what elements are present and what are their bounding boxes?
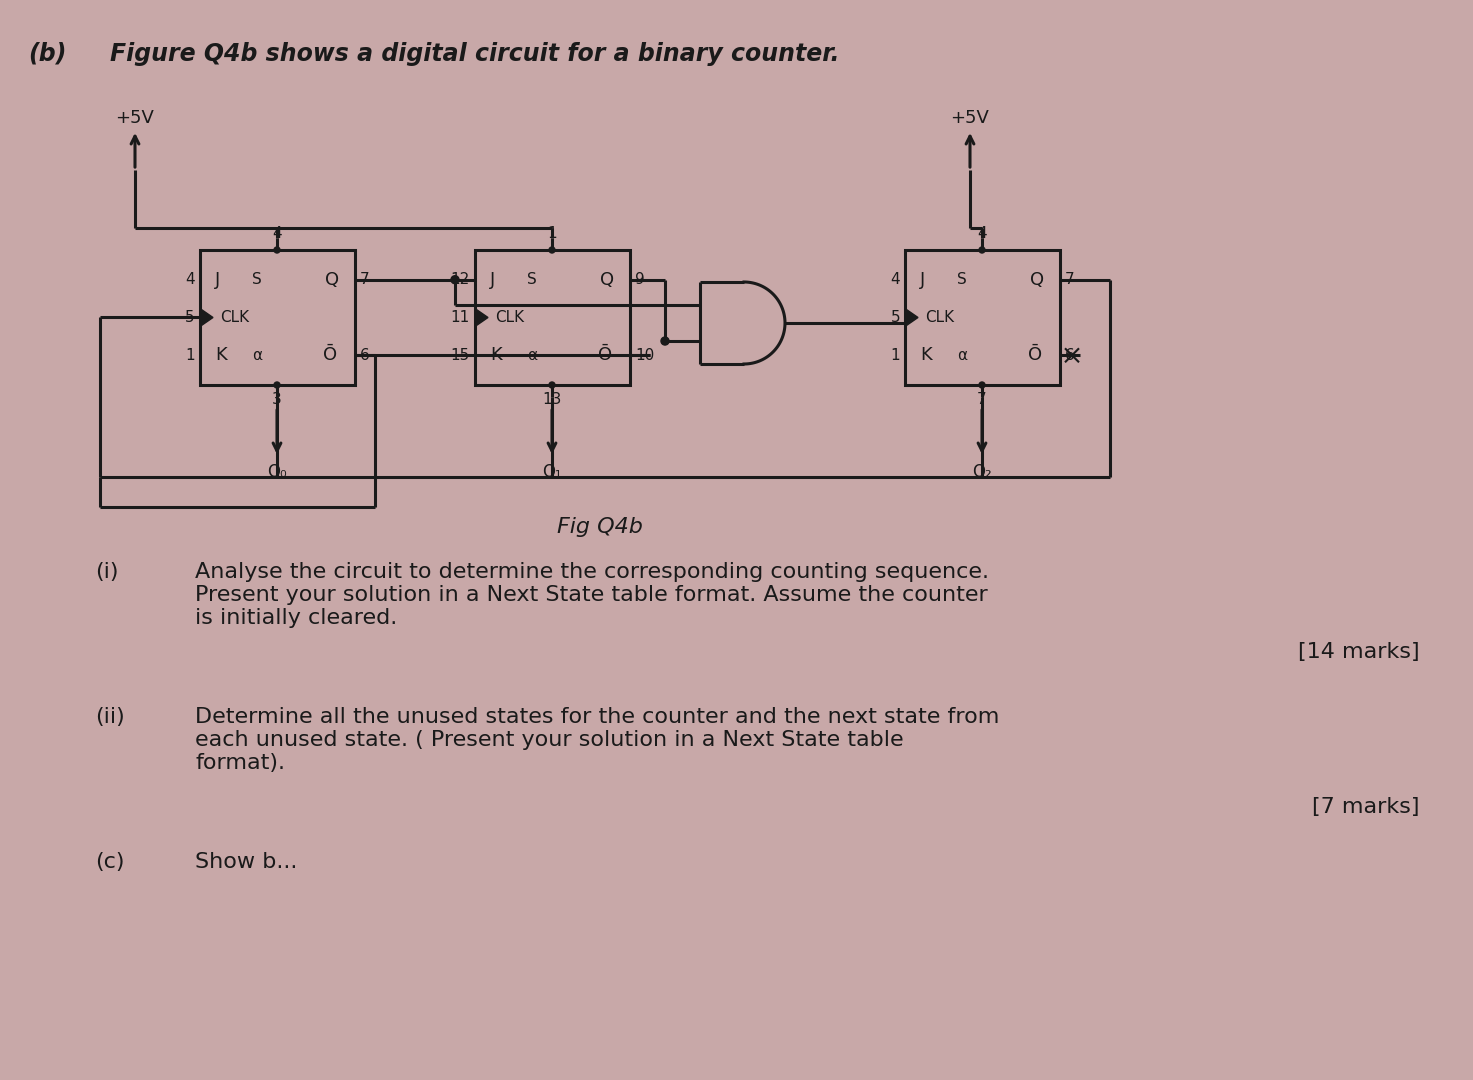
Text: (ii): (ii) [94, 707, 125, 727]
Text: 15: 15 [451, 348, 470, 363]
Text: S: S [527, 272, 536, 287]
Text: 5: 5 [186, 310, 194, 325]
Text: 3: 3 [273, 391, 281, 406]
Text: 1: 1 [546, 227, 557, 242]
Circle shape [661, 337, 669, 345]
Text: +5V: +5V [115, 109, 155, 127]
Text: 5: 5 [890, 310, 900, 325]
Text: 4: 4 [890, 272, 900, 287]
Text: 7: 7 [977, 391, 987, 406]
Text: 7: 7 [359, 272, 370, 287]
Text: [7 marks]: [7 marks] [1312, 797, 1420, 816]
Text: Q: Q [1030, 271, 1044, 288]
Bar [904, 249, 1061, 384]
Text: Q₁: Q₁ [542, 463, 561, 481]
Text: (b): (b) [28, 42, 66, 66]
Text: Show b...: Show b... [194, 852, 298, 872]
Circle shape [549, 382, 555, 388]
Circle shape [451, 275, 460, 284]
Circle shape [274, 247, 280, 253]
Polygon shape [474, 309, 488, 326]
Text: K: K [215, 347, 227, 364]
Text: 1: 1 [890, 348, 900, 363]
Text: Analyse the circuit to determine the corresponding counting sequence.
Present yo: Analyse the circuit to determine the cor… [194, 562, 988, 629]
Text: (i): (i) [94, 562, 118, 582]
Text: Ō: Ō [1028, 347, 1041, 364]
Text: Q: Q [600, 271, 614, 288]
Text: 12: 12 [451, 272, 470, 287]
Text: Ō: Ō [323, 347, 337, 364]
Text: +5V: +5V [950, 109, 990, 127]
Circle shape [980, 247, 985, 253]
Text: CLK: CLK [925, 310, 955, 325]
Text: 4: 4 [273, 227, 281, 242]
Circle shape [274, 382, 280, 388]
Polygon shape [904, 309, 918, 326]
Text: 13: 13 [542, 391, 561, 406]
Text: K: K [491, 347, 502, 364]
Text: S: S [252, 272, 262, 287]
Text: 7: 7 [1065, 272, 1075, 287]
Text: Fig Q4b: Fig Q4b [557, 517, 642, 537]
Text: 11: 11 [451, 310, 470, 325]
Text: J: J [491, 271, 495, 288]
Circle shape [549, 247, 555, 253]
Text: Q₀: Q₀ [267, 463, 287, 481]
Text: 10: 10 [635, 348, 654, 363]
Text: α: α [252, 348, 262, 363]
Text: (c): (c) [94, 852, 125, 872]
Text: Q: Q [326, 271, 339, 288]
Text: Q₂: Q₂ [972, 463, 991, 481]
Bar [474, 249, 630, 384]
Text: J: J [921, 271, 925, 288]
Text: 4: 4 [977, 227, 987, 242]
Text: 6: 6 [359, 348, 370, 363]
Text: 4: 4 [186, 272, 194, 287]
Text: J: J [215, 271, 221, 288]
Text: 1: 1 [186, 348, 194, 363]
Circle shape [980, 382, 985, 388]
Text: α: α [527, 348, 538, 363]
Text: S: S [957, 272, 966, 287]
Text: α: α [957, 348, 968, 363]
Text: 6: 6 [1065, 348, 1075, 363]
Text: Determine all the unused states for the counter and the next state from
each unu: Determine all the unused states for the … [194, 707, 999, 773]
Text: CLK: CLK [219, 310, 249, 325]
Text: K: K [921, 347, 932, 364]
Text: [14 marks]: [14 marks] [1298, 642, 1420, 662]
Text: 9: 9 [635, 272, 645, 287]
Bar [200, 249, 355, 384]
Polygon shape [200, 309, 214, 326]
Text: Figure Q4b shows a digital circuit for a binary counter.: Figure Q4b shows a digital circuit for a… [110, 42, 840, 66]
Text: CLK: CLK [495, 310, 524, 325]
Text: Ō: Ō [598, 347, 613, 364]
